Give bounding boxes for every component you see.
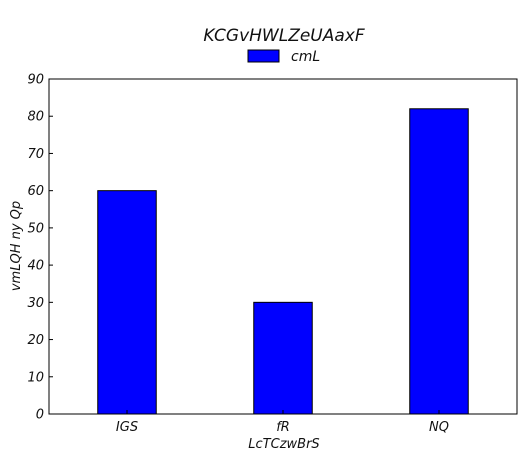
y-tick-label: 90 — [27, 73, 44, 88]
plot-area: IGS fR NQ 0 10 20 30 40 50 60 70 80 90 — [27, 73, 518, 435]
x-tick-label: fR — [276, 420, 290, 435]
chart-title: KCGvHWLZeUAaxF — [203, 26, 365, 46]
x-axis-label: LcTCzwBrS — [248, 437, 319, 452]
y-tick-label: 20 — [27, 333, 44, 348]
x-tick-label: NQ — [429, 420, 449, 435]
y-axis-label: vmLQH ny Qp — [9, 201, 24, 291]
y-tick-label: 70 — [27, 147, 44, 162]
y-tick-label: 0 — [36, 408, 44, 423]
y-tick-label: 60 — [27, 184, 44, 199]
y-tick-label: 80 — [27, 110, 44, 125]
legend: cmL — [247, 49, 320, 65]
plot-frame — [48, 78, 518, 415]
y-tick-label: 40 — [27, 259, 44, 274]
x-tick-label: IGS — [116, 420, 138, 435]
y-tick-label: 50 — [27, 221, 44, 236]
y-tick-label: 10 — [27, 370, 44, 385]
legend-swatch — [247, 49, 280, 63]
legend-label: cmL — [291, 49, 320, 65]
bar-nq — [409, 108, 469, 415]
bar-igs — [97, 190, 157, 415]
y-tick-label: 30 — [27, 296, 44, 311]
bar-fr — [253, 301, 313, 415]
